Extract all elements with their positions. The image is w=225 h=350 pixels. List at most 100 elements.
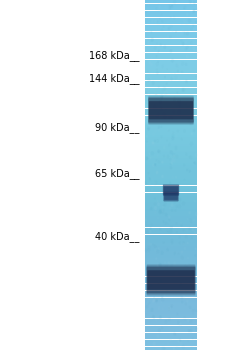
- Bar: [145, 172, 197, 173]
- Bar: [145, 25, 197, 26]
- Bar: [145, 144, 197, 145]
- Circle shape: [187, 32, 189, 35]
- Bar: [145, 211, 197, 212]
- Bar: [145, 199, 197, 201]
- Bar: [145, 336, 197, 337]
- Bar: [145, 126, 197, 127]
- Circle shape: [155, 206, 157, 210]
- Bar: [145, 164, 197, 166]
- Circle shape: [156, 258, 157, 259]
- Bar: [145, 252, 197, 253]
- Circle shape: [159, 263, 161, 266]
- Bar: [145, 253, 197, 254]
- Bar: [145, 153, 197, 154]
- FancyBboxPatch shape: [163, 192, 179, 201]
- Circle shape: [180, 198, 181, 201]
- Bar: [145, 120, 197, 121]
- Bar: [145, 271, 197, 272]
- Bar: [145, 66, 197, 68]
- Bar: [145, 100, 197, 101]
- Bar: [145, 158, 197, 159]
- Bar: [145, 150, 197, 152]
- Bar: [145, 301, 197, 302]
- FancyBboxPatch shape: [163, 192, 179, 202]
- Bar: [145, 88, 197, 89]
- Circle shape: [146, 135, 148, 138]
- Bar: [145, 18, 197, 19]
- FancyBboxPatch shape: [148, 98, 194, 122]
- Circle shape: [195, 248, 196, 250]
- Bar: [145, 259, 197, 260]
- Circle shape: [164, 92, 165, 95]
- Circle shape: [191, 237, 192, 239]
- Circle shape: [187, 103, 189, 105]
- Bar: [145, 9, 197, 10]
- Bar: [145, 218, 197, 219]
- Bar: [145, 304, 197, 306]
- Bar: [145, 133, 197, 134]
- Bar: [145, 167, 197, 168]
- Bar: [145, 248, 197, 250]
- Bar: [145, 217, 197, 218]
- Bar: [145, 299, 197, 300]
- FancyBboxPatch shape: [147, 270, 195, 290]
- Bar: [145, 197, 197, 198]
- Circle shape: [194, 130, 195, 131]
- Bar: [145, 166, 197, 167]
- Circle shape: [179, 101, 180, 103]
- Bar: [145, 84, 197, 85]
- Circle shape: [153, 316, 155, 319]
- Bar: [145, 71, 197, 72]
- Bar: [145, 321, 197, 322]
- Bar: [145, 61, 197, 62]
- Bar: [145, 121, 197, 122]
- FancyBboxPatch shape: [149, 101, 193, 119]
- Bar: [145, 181, 197, 182]
- Bar: [145, 35, 197, 36]
- Bar: [145, 330, 197, 331]
- Bar: [145, 276, 197, 278]
- Bar: [145, 104, 197, 105]
- Bar: [145, 128, 197, 130]
- Circle shape: [156, 93, 157, 95]
- Circle shape: [156, 160, 157, 161]
- FancyBboxPatch shape: [147, 264, 195, 296]
- Bar: [145, 20, 197, 21]
- Bar: [145, 309, 197, 310]
- Bar: [145, 225, 197, 226]
- FancyBboxPatch shape: [163, 184, 179, 196]
- Bar: [145, 281, 197, 282]
- Circle shape: [160, 280, 161, 282]
- FancyBboxPatch shape: [163, 184, 179, 196]
- Bar: [145, 41, 197, 42]
- Bar: [145, 310, 197, 312]
- Bar: [145, 96, 197, 97]
- Bar: [145, 141, 197, 142]
- Bar: [145, 203, 197, 204]
- Bar: [145, 118, 197, 119]
- Circle shape: [158, 150, 160, 152]
- Bar: [145, 338, 197, 340]
- Bar: [145, 251, 197, 252]
- Bar: [145, 240, 197, 241]
- Circle shape: [178, 340, 180, 343]
- Bar: [145, 122, 197, 124]
- Bar: [145, 344, 197, 345]
- Bar: [145, 189, 197, 190]
- FancyBboxPatch shape: [148, 97, 194, 124]
- Bar: [145, 97, 197, 98]
- Bar: [145, 265, 197, 266]
- Bar: [145, 34, 197, 35]
- Bar: [145, 92, 197, 93]
- Bar: [145, 58, 197, 60]
- Bar: [145, 26, 197, 27]
- Circle shape: [155, 164, 156, 166]
- Bar: [145, 219, 197, 220]
- Bar: [145, 36, 197, 37]
- Bar: [145, 5, 197, 6]
- Bar: [145, 28, 197, 29]
- Bar: [145, 300, 197, 301]
- Bar: [145, 12, 197, 13]
- Text: 65 kDa__: 65 kDa__: [95, 168, 140, 179]
- Circle shape: [190, 329, 192, 332]
